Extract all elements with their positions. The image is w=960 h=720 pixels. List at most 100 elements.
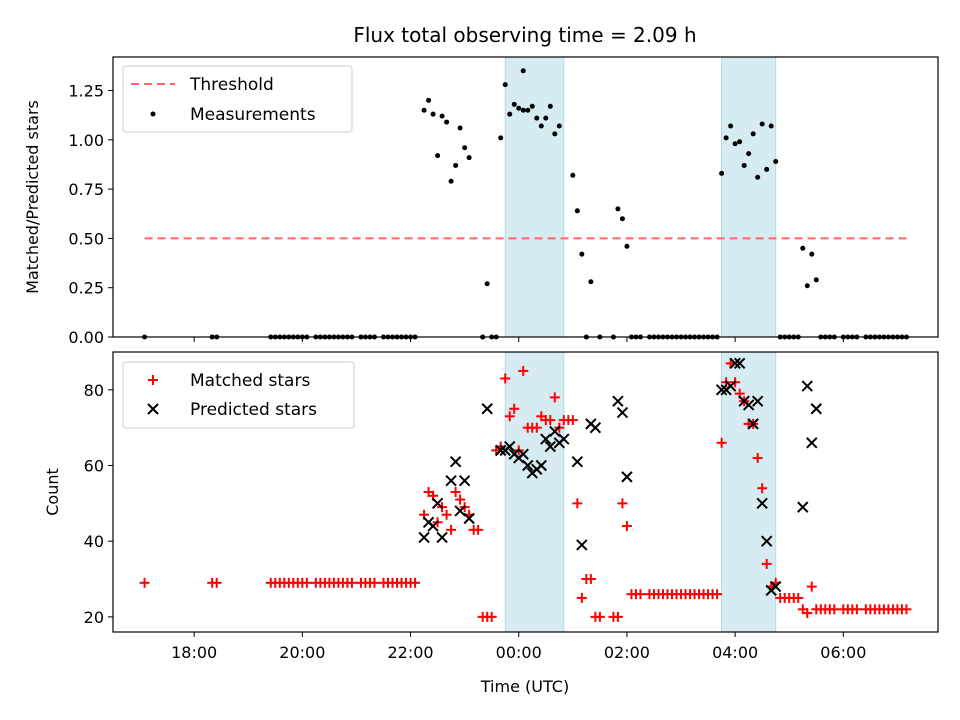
matched-star-point (576, 592, 587, 603)
predicted-star-point (733, 357, 746, 370)
measurement-point (588, 279, 594, 285)
measurement-point (466, 155, 472, 161)
x-tick-label: 02:00 (604, 643, 650, 662)
predicted-star-point (576, 539, 588, 551)
predicted-star-point (612, 395, 624, 407)
bottom-plot-frame (112, 351, 939, 633)
predicted-star-point (797, 501, 809, 513)
measurement-point (619, 216, 625, 222)
measurement-point (570, 172, 576, 178)
predicted-star-point (544, 440, 557, 453)
matched-star-point (585, 574, 596, 585)
matched-star-point (761, 558, 772, 569)
legend-matched-swatch (148, 375, 158, 385)
x-tick-label: 04:00 (712, 643, 758, 662)
predicted-star-point (621, 471, 633, 483)
legend-predicted-label: Predicted stars (190, 400, 317, 420)
predicted-star-point (431, 497, 444, 510)
bottom-legend: Matched stars Predicted stars (122, 361, 355, 429)
matched-star-point (901, 604, 912, 615)
measurement-point (525, 107, 531, 113)
predicted-star-point (540, 433, 552, 445)
matched-star-point (504, 411, 515, 422)
predicted-star-point (522, 459, 534, 472)
predicted-star-point (454, 505, 466, 517)
measurement-point (768, 123, 774, 129)
matched-star-point (757, 483, 768, 494)
matched-star-point (211, 577, 222, 588)
measurement-point (552, 131, 558, 137)
measurement-point (444, 119, 450, 125)
y-tick-label: 0.25 (68, 279, 104, 298)
matched-star-point (450, 487, 461, 497)
shaded-interval-1 (721, 56, 777, 338)
predicted-star-point (558, 433, 570, 445)
predicted-star-point (616, 406, 629, 419)
legend-measurements-label: Measurements (190, 105, 316, 125)
measurement-point (764, 166, 770, 172)
predicted-star-point (535, 459, 547, 472)
matched-star-point (712, 589, 723, 600)
predicted-star-point (481, 403, 493, 415)
y-tick-label: 0.75 (68, 180, 104, 199)
measurement-point (723, 135, 729, 141)
x-tick-label: 00:00 (496, 643, 542, 662)
predicted-star-point (806, 437, 818, 449)
predicted-star-points (418, 357, 822, 597)
measurement-point (755, 174, 761, 180)
predicted-star-point (504, 440, 516, 453)
top-legend-box (122, 65, 353, 133)
matched-star-point (486, 611, 497, 622)
predicted-star-point (769, 580, 782, 593)
measurement-point (809, 251, 815, 257)
measurement-point (615, 206, 621, 212)
measurement-point (435, 153, 441, 159)
top-plot-frame (112, 56, 939, 338)
measurement-point (800, 245, 806, 251)
measurement-point (534, 115, 540, 121)
y-tick-label: 0.50 (68, 229, 104, 248)
measurement-point (547, 103, 553, 109)
y-tick-label: 0.00 (68, 328, 104, 347)
predicted-star-point (751, 395, 764, 407)
bottom-x-ticks: 18:00 20:00 22:00 00:00 02:00 04:00 06:00 (171, 632, 866, 662)
predicted-star-point (810, 403, 822, 415)
measurement-point (484, 281, 490, 287)
predicted-star-point (724, 380, 737, 392)
predicted-star-point (747, 418, 759, 430)
measurement-point (773, 159, 779, 165)
matched-star-point (441, 509, 452, 520)
matched-star-point (793, 592, 804, 603)
top-legend: Threshold Measurements (122, 65, 353, 133)
measurement-point (624, 243, 630, 249)
measurement-point (746, 151, 752, 157)
predicted-star-point (801, 380, 813, 392)
top-y-ticks: 0.00 0.25 0.50 0.75 1.00 1.25 (68, 82, 113, 347)
matched-star-point (567, 415, 578, 426)
matched-star-point (369, 577, 380, 588)
measurement-point (511, 101, 517, 107)
matched-star-point (617, 498, 628, 509)
matched-star-point (635, 589, 646, 600)
predicted-star-point (589, 421, 602, 434)
predicted-star-point (715, 384, 728, 396)
predicted-star-point (517, 448, 529, 460)
matched-star-points (139, 358, 912, 622)
y-tick-label: 1.00 (68, 131, 104, 150)
measurement-point (579, 251, 585, 257)
predicted-star-point (760, 535, 773, 547)
matched-star-point (752, 452, 763, 463)
matched-star-point (802, 608, 813, 619)
x-axis-label: Time (UTC) (480, 677, 569, 696)
measurement-point (759, 121, 765, 127)
predicted-star-point (549, 425, 561, 438)
y-tick-label: 20 (84, 608, 104, 627)
predicted-star-point (494, 444, 507, 457)
matched-star-point (531, 422, 542, 433)
shaded-interval-0 (504, 351, 565, 633)
y-tick-label: 60 (84, 457, 104, 476)
predicted-star-point (756, 497, 768, 510)
predicted-star-point (571, 456, 584, 468)
matched-star-point (716, 437, 727, 448)
